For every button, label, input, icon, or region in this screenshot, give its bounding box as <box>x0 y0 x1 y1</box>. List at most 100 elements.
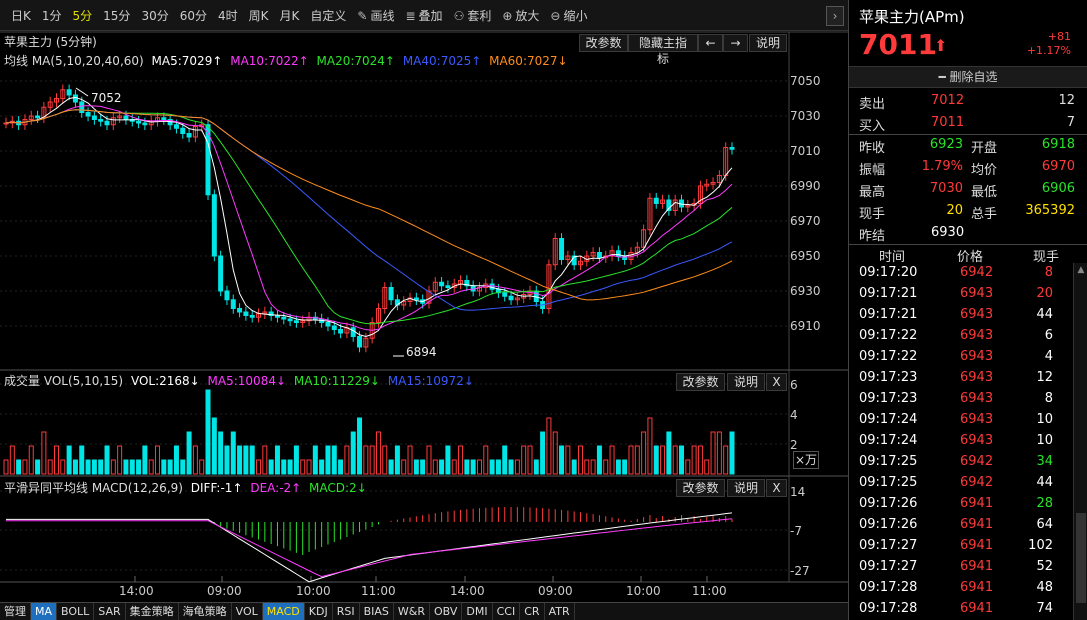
macd-close-button[interactable]: X <box>766 479 787 497</box>
volume-bar <box>458 445 464 475</box>
arbitrage-icon: ⚇ <box>453 8 465 23</box>
macd-params-button[interactable]: 改参数 <box>676 479 725 497</box>
tick-price: 6943 <box>960 286 994 301</box>
main-help-button[interactable]: 说明 <box>749 34 787 52</box>
tab-rsi[interactable]: RSI <box>333 603 360 620</box>
sell-volume: 12 <box>1058 93 1075 108</box>
period-1min[interactable]: 1分 <box>41 8 62 23</box>
tab-kdj[interactable]: KDJ <box>305 603 333 620</box>
volume-bar <box>489 459 495 475</box>
tick-volume: 74 <box>1036 601 1053 616</box>
volume-bar <box>41 431 47 475</box>
expand-arrow-icon[interactable]: › <box>826 6 844 26</box>
stat-value: 6918 <box>1041 137 1075 152</box>
tab-ma[interactable]: MA <box>31 603 58 620</box>
volume-bar <box>666 431 672 475</box>
volume-bar <box>312 445 318 475</box>
scroll-left-button[interactable]: ← <box>698 34 723 52</box>
period-month[interactable]: 月K <box>279 8 300 23</box>
tab-vol[interactable]: VOL <box>232 603 263 620</box>
tab-wr[interactable]: W&R <box>394 603 430 620</box>
scroll-thumb[interactable] <box>1076 513 1086 603</box>
volume-bar <box>382 445 388 475</box>
volume-bar <box>483 445 489 475</box>
draw-line-button[interactable]: ✎ 画线 <box>352 5 399 26</box>
tick-scrollbar[interactable]: ▲ <box>1073 263 1087 620</box>
period-5min[interactable]: 5分 <box>72 8 93 23</box>
tick-row: 09:17:21 6943 44 <box>849 305 1074 326</box>
period-custom[interactable]: 自定义 <box>310 8 347 23</box>
volume-bar <box>571 459 577 475</box>
candle-body <box>685 204 691 208</box>
stat-label: 振幅 <box>859 163 886 178</box>
period-60min[interactable]: 60分 <box>179 8 207 23</box>
tab-cci[interactable]: CCI <box>493 603 521 620</box>
tab-obv[interactable]: OBV <box>430 603 463 620</box>
candle-body <box>514 297 520 301</box>
zoom-out-button[interactable]: ⊖ 缩小 <box>545 5 592 26</box>
tab-turtle[interactable]: 海龟策略 <box>179 603 232 620</box>
tick-row: 09:17:24 6943 10 <box>849 431 1074 452</box>
scroll-up-icon[interactable]: ▲ <box>1077 265 1085 275</box>
tick-price: 6943 <box>960 412 994 427</box>
candle-body <box>666 199 672 211</box>
zoom-in-button[interactable]: ⊕ 放大 <box>497 5 544 26</box>
volume-bar <box>716 431 722 475</box>
overlay-button[interactable]: ≣ 叠加 <box>400 5 447 26</box>
candle-body <box>432 281 438 292</box>
main-params-button[interactable]: 改参数 <box>579 34 628 52</box>
volume-help-button[interactable]: 说明 <box>727 373 765 391</box>
tab-jijin[interactable]: 集金策略 <box>126 603 179 620</box>
candle-body <box>363 337 369 348</box>
candle-body <box>647 197 653 231</box>
stat-label: 最高 <box>859 185 886 200</box>
volume-bar <box>3 459 9 475</box>
price-tick: 6990 <box>790 179 821 193</box>
period-day[interactable]: 日K <box>11 8 31 23</box>
candle-body <box>502 292 508 297</box>
tab-cr[interactable]: CR <box>520 603 545 620</box>
kline-chart[interactable] <box>0 0 848 602</box>
volume-bar <box>331 445 337 475</box>
candle-body <box>218 255 224 292</box>
scroll-right-button[interactable]: → <box>723 34 748 52</box>
volume-bar <box>224 445 230 475</box>
buy-price: 7011 <box>931 115 965 130</box>
ma60-value: MA60:7027↓ <box>489 54 568 68</box>
volume-bar <box>451 459 457 475</box>
period-4h[interactable]: 4时 <box>218 8 238 23</box>
time-label: 09:00 <box>538 584 573 598</box>
delete-watchlist-button[interactable]: ━ 删除自选 <box>849 66 1087 88</box>
tick-price: 6941 <box>960 601 994 616</box>
hide-main-indicator-button[interactable]: 隐藏主指标 <box>628 34 698 66</box>
macd-help-button[interactable]: 说明 <box>727 479 765 497</box>
tab-atr[interactable]: ATR <box>545 603 575 620</box>
tab-manage[interactable]: 管理 <box>0 603 31 620</box>
volume-bar <box>407 445 413 475</box>
tab-dmi[interactable]: DMI <box>462 603 493 620</box>
volume-bar <box>16 459 22 475</box>
period-15min[interactable]: 15分 <box>103 8 131 23</box>
high-marker-line <box>75 87 89 97</box>
tab-bias[interactable]: BIAS <box>360 603 394 620</box>
candle-body <box>413 297 419 301</box>
volume-params-button[interactable]: 改参数 <box>676 373 725 391</box>
candle-body <box>98 119 104 122</box>
ticks-header-price: 价格 <box>957 250 984 265</box>
price-tick: 6910 <box>790 319 821 333</box>
volume-close-button[interactable]: X <box>766 373 787 391</box>
tab-boll[interactable]: BOLL <box>57 603 95 620</box>
candle-body <box>464 280 470 287</box>
volume-bar <box>375 431 381 475</box>
arbitrage-button[interactable]: ⚇ 套利 <box>449 5 497 26</box>
draw-line-label: 画线 <box>370 8 395 23</box>
candle-body <box>325 322 331 327</box>
tick-row: 09:17:27 6941 52 <box>849 557 1074 578</box>
period-30min[interactable]: 30分 <box>141 8 169 23</box>
tab-sar[interactable]: SAR <box>94 603 126 620</box>
tick-row: 09:17:20 6942 8 <box>849 263 1074 284</box>
period-week[interactable]: 周K <box>248 8 269 23</box>
tab-macd[interactable]: MACD <box>262 603 305 620</box>
candle-body <box>186 133 192 138</box>
price-tick: 7010 <box>790 144 821 158</box>
